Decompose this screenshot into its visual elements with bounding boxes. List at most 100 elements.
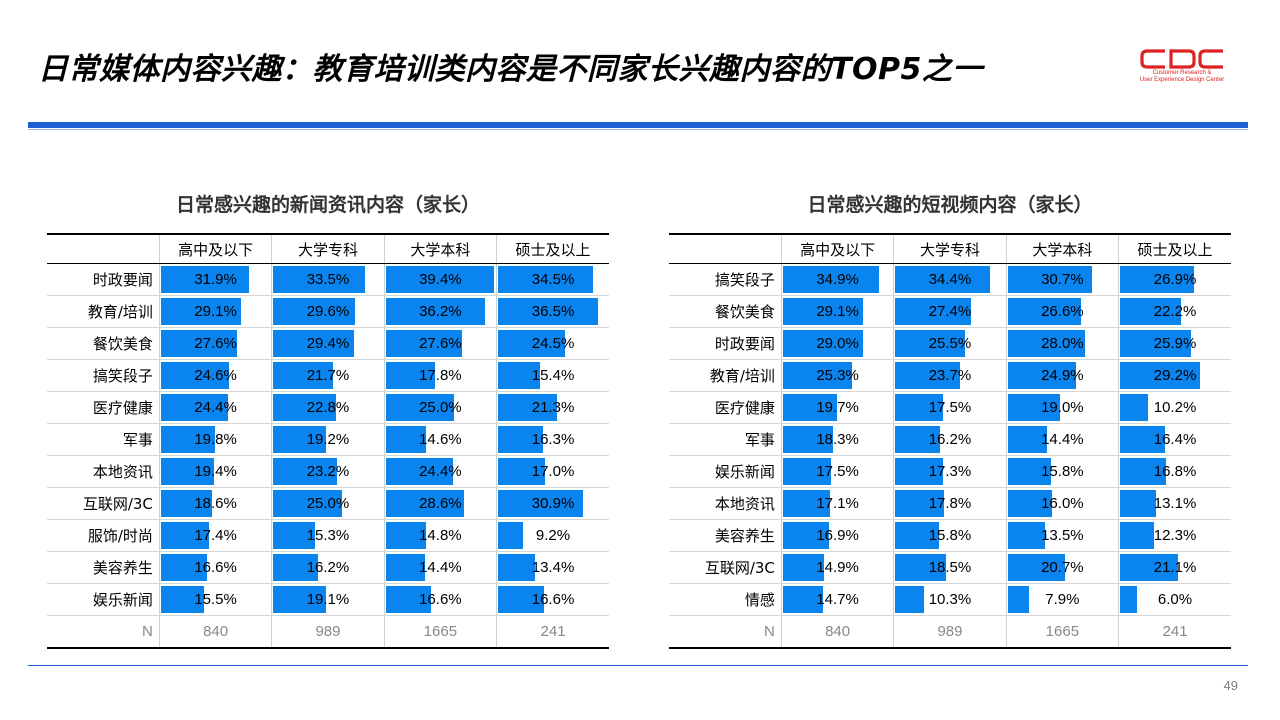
data-label: 30.9%	[531, 495, 575, 512]
data-label: 19.8%	[194, 431, 237, 448]
data-label: 26.6%	[1041, 303, 1084, 320]
value-cell: 16.3%	[496, 423, 609, 456]
bar	[160, 298, 241, 325]
data-label: 16.9%	[816, 527, 859, 544]
value-cell: 24.6%	[158, 359, 272, 392]
row-label: 美容养生	[47, 551, 160, 584]
value-cell: 19.4%	[158, 455, 272, 488]
news-table: 高中及以下 大学专科 大学本科 硕士及以上 时政要闻 31.9% 33.5% 39.4% 34.…	[47, 233, 609, 649]
data-label: 21.1%	[1153, 559, 1197, 576]
data-label: 6.0%	[1157, 591, 1193, 608]
data-label: 15.5%	[194, 591, 237, 608]
data-label: 36.2%	[419, 303, 462, 320]
bar	[160, 554, 207, 581]
bar	[273, 554, 318, 581]
column-header: 大学专科	[271, 233, 385, 264]
value-cell-inner: 21.7%	[272, 360, 383, 391]
data-label: 19.1%	[306, 591, 350, 608]
value-cell-inner: 28.0%	[1007, 328, 1118, 359]
value-cell: 17.1%	[780, 487, 894, 520]
value-cell-inner: 22.2%	[1119, 296, 1231, 327]
data-label: 14.4%	[419, 559, 462, 576]
data-label: 18.3%	[816, 431, 859, 448]
sample-size: 1665	[1005, 615, 1119, 649]
value-cell-inner: 13.4%	[497, 552, 609, 583]
value-cell: 17.3%	[893, 455, 1007, 488]
value-cell-inner: 34.5%	[497, 264, 609, 295]
value-cell-inner: 31.9%	[160, 264, 271, 295]
value-cell: 9.2%	[496, 519, 609, 552]
column-header: 大学本科	[1005, 233, 1119, 264]
value-cell: 7.9%	[1005, 583, 1119, 616]
table-row: 餐饮美食 27.6% 29.4% 27.6% 24.5%	[47, 327, 609, 360]
value-cell-inner: 30.7%	[1007, 264, 1118, 295]
value-cell-inner: 27.6%	[160, 328, 271, 359]
data-label: 36.5%	[531, 303, 575, 320]
value-cell: 16.9%	[780, 519, 894, 552]
bar	[160, 362, 229, 389]
bar	[273, 586, 326, 613]
row-label: 情感	[669, 583, 782, 616]
row-label: 互联网/3C	[669, 551, 782, 584]
value-cell-inner: 17.5%	[894, 392, 1005, 423]
bar	[1120, 362, 1201, 389]
value-cell: 12.3%	[1118, 519, 1231, 552]
header-rule	[28, 122, 1248, 128]
value-cell-inner: 19.4%	[160, 456, 271, 487]
value-cell-inner: 14.4%	[1007, 424, 1118, 455]
bar	[782, 426, 834, 453]
value-cell-inner: 12.3%	[1119, 520, 1231, 551]
value-cell-inner: 16.3%	[497, 424, 609, 455]
bar	[1120, 554, 1179, 581]
value-cell: 15.5%	[158, 583, 272, 616]
table-row: 军事 18.3% 16.2% 14.4% 16.4%	[669, 423, 1231, 456]
value-cell: 14.6%	[383, 423, 497, 456]
value-cell-inner: 25.3%	[782, 360, 893, 391]
bar	[895, 458, 943, 485]
data-label: 15.8%	[1041, 463, 1084, 480]
value-cell-inner: 19.8%	[160, 424, 271, 455]
data-label: 9.2%	[535, 527, 571, 544]
video-table: 高中及以下 大学专科 大学本科 硕士及以上 搞笑段子 34.9% 34.4% 30.7% 26.…	[669, 233, 1231, 649]
data-label: 10.3%	[928, 591, 972, 608]
page-title: 日常媒体内容兴趣：教育培训类内容是不同家长兴趣内容的TOP5之一	[38, 52, 983, 87]
bar	[385, 522, 427, 549]
bar	[160, 394, 228, 421]
sample-size: 989	[271, 615, 385, 649]
row-label: 娱乐新闻	[669, 455, 782, 488]
column-header: 高中及以下	[780, 233, 894, 264]
table-row: 教育/培训 29.1% 29.6% 36.2% 36.5%	[47, 295, 609, 328]
table-row: 搞笑段子 24.6% 21.7% 17.8% 15.4%	[47, 359, 609, 392]
bar	[1120, 586, 1137, 613]
bar	[895, 554, 947, 581]
value-cell-inner: 21.3%	[497, 392, 609, 423]
value-cell: 14.7%	[780, 583, 894, 616]
value-cell: 34.4%	[893, 263, 1007, 296]
row-label: 医疗健康	[669, 391, 782, 424]
value-cell-inner: 36.2%	[385, 296, 496, 327]
data-label: 17.8%	[419, 367, 462, 384]
value-cell: 19.8%	[158, 423, 272, 456]
data-label: 7.9%	[1045, 591, 1080, 608]
value-cell-inner: 18.3%	[782, 424, 893, 455]
bar	[782, 298, 863, 325]
value-cell: 36.5%	[496, 295, 609, 328]
value-cell: 16.6%	[383, 583, 497, 616]
bar	[1007, 522, 1045, 549]
data-label: 16.2%	[306, 559, 350, 576]
data-label: 23.2%	[306, 463, 350, 480]
bar	[1007, 266, 1093, 293]
value-cell-inner: 29.1%	[782, 296, 893, 327]
value-cell-inner: 15.5%	[160, 584, 271, 615]
bar	[1007, 554, 1065, 581]
value-cell-inner: 23.7%	[894, 360, 1005, 391]
data-label: 17.5%	[816, 463, 859, 480]
data-label: 39.4%	[419, 271, 462, 288]
bar	[160, 586, 204, 613]
data-label: 24.4%	[194, 399, 237, 416]
value-cell-inner: 13.5%	[1007, 520, 1118, 551]
value-cell: 30.7%	[1005, 263, 1119, 296]
bar	[385, 266, 495, 293]
data-label: 16.8%	[1153, 463, 1197, 480]
value-cell: 27.6%	[158, 327, 272, 360]
